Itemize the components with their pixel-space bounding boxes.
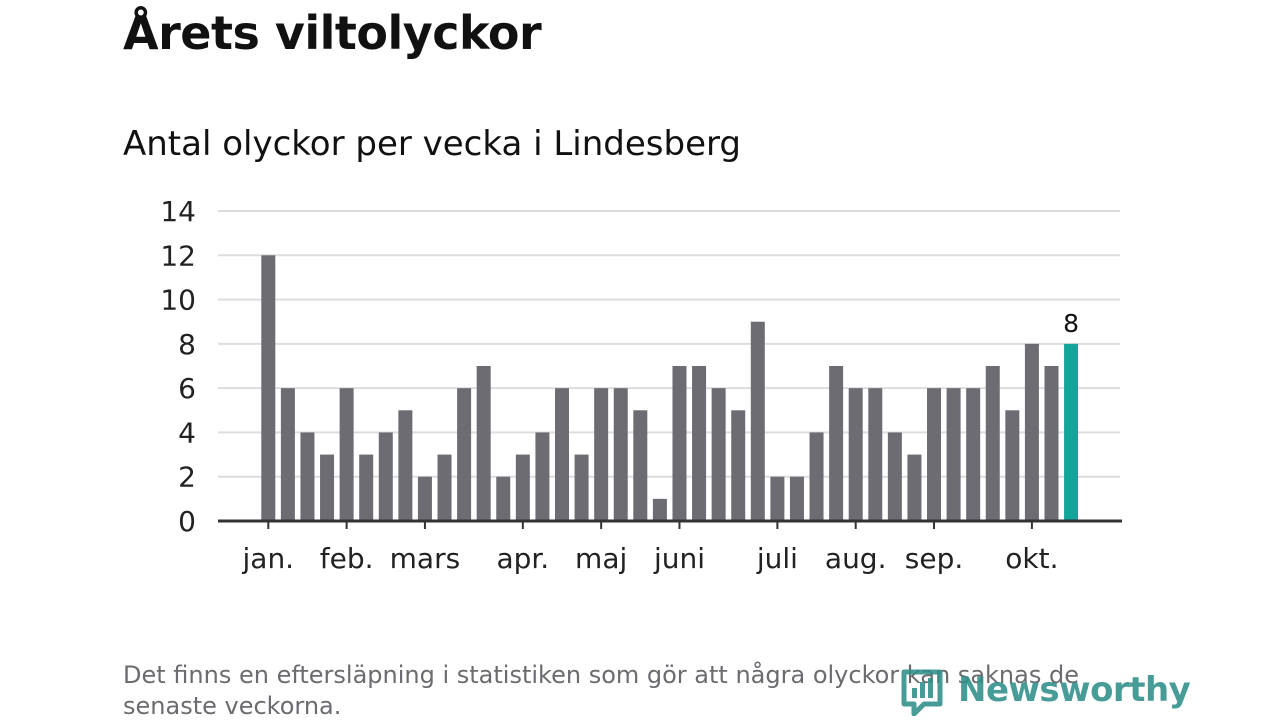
- bar: [417, 476, 432, 521]
- bar: [359, 454, 374, 521]
- bar: [868, 388, 883, 521]
- y-tick-label: 10: [160, 284, 196, 317]
- bar: [966, 388, 981, 521]
- x-tick-label: feb.: [320, 542, 374, 575]
- bar: [1044, 366, 1059, 521]
- bar: [750, 321, 765, 521]
- newsworthy-logo-text: Newsworthy: [958, 670, 1191, 710]
- bar: [789, 476, 804, 521]
- bar: [398, 410, 413, 521]
- bar: [555, 388, 569, 521]
- x-tick-label: jan.: [242, 542, 295, 575]
- x-tick-label: maj: [575, 542, 627, 575]
- y-tick-label: 2: [178, 461, 196, 494]
- bar: [280, 388, 295, 521]
- bar: [692, 366, 707, 521]
- data-labels: 8: [1063, 309, 1079, 338]
- newsworthy-logo-icon: [901, 669, 943, 716]
- bar: [848, 388, 863, 521]
- chart-subtitle: Antal olyckor per vecka i Lindesberg: [123, 124, 741, 164]
- bar: [809, 432, 824, 521]
- bar: [574, 454, 589, 521]
- x-tick-label: juni: [653, 542, 705, 575]
- bar: [672, 366, 687, 521]
- bar: [457, 388, 472, 521]
- y-axis-ticks: 0 2 4 6 8 10 12 14: [160, 195, 196, 538]
- bar: [731, 410, 746, 521]
- y-tick-label: 8: [178, 328, 196, 361]
- y-tick-label: 6: [178, 372, 196, 405]
- bar: [261, 255, 276, 522]
- x-tick-label: okt.: [1005, 542, 1058, 575]
- chart-title: Årets viltolyckor: [123, 6, 542, 60]
- bar: [594, 388, 609, 521]
- bar: [339, 388, 354, 521]
- bar: [515, 454, 530, 521]
- y-tick-label: 0: [178, 505, 196, 538]
- bar: [1024, 343, 1039, 521]
- bar: [985, 366, 1000, 521]
- x-tick-label: aug.: [825, 542, 887, 575]
- bar: [1005, 410, 1020, 521]
- bar: [829, 366, 844, 521]
- footnote: Det finns en eftersläpning i statistiken…: [123, 661, 1079, 720]
- bar: [652, 498, 667, 521]
- bar: [535, 432, 550, 521]
- bar: [907, 454, 922, 521]
- bar-chart: 0 2 4 6 8 10 12 14 jan. feb. mars apr. maj juni juli a…: [160, 195, 1122, 575]
- bar: [476, 366, 491, 521]
- bar: [437, 454, 452, 521]
- bar: [320, 454, 335, 521]
- x-tick-label: juli: [756, 542, 798, 575]
- bar-highlight: [1064, 343, 1079, 521]
- y-tick-label: 12: [160, 239, 196, 272]
- bar: [711, 388, 726, 521]
- bar: [770, 476, 785, 521]
- data-label-highlight: 8: [1063, 309, 1079, 338]
- bar: [496, 476, 511, 521]
- y-tick-label: 4: [178, 416, 196, 449]
- bar: [927, 388, 942, 521]
- x-tick-label: sep.: [905, 542, 964, 575]
- x-axis: jan. feb. mars apr. maj juni juli aug. sep. okt.: [218, 519, 1122, 575]
- newsworthy-logo: Newsworthy: [900, 664, 1191, 720]
- bar: [378, 432, 393, 521]
- bar: [613, 388, 628, 521]
- bar: [946, 388, 961, 521]
- bar: [633, 410, 648, 521]
- bars: [261, 255, 1079, 522]
- x-tick-label: mars: [390, 542, 461, 575]
- bar: [887, 432, 902, 521]
- x-tick-label: apr.: [496, 542, 549, 575]
- y-tick-label: 14: [160, 195, 196, 228]
- bar: [300, 432, 315, 521]
